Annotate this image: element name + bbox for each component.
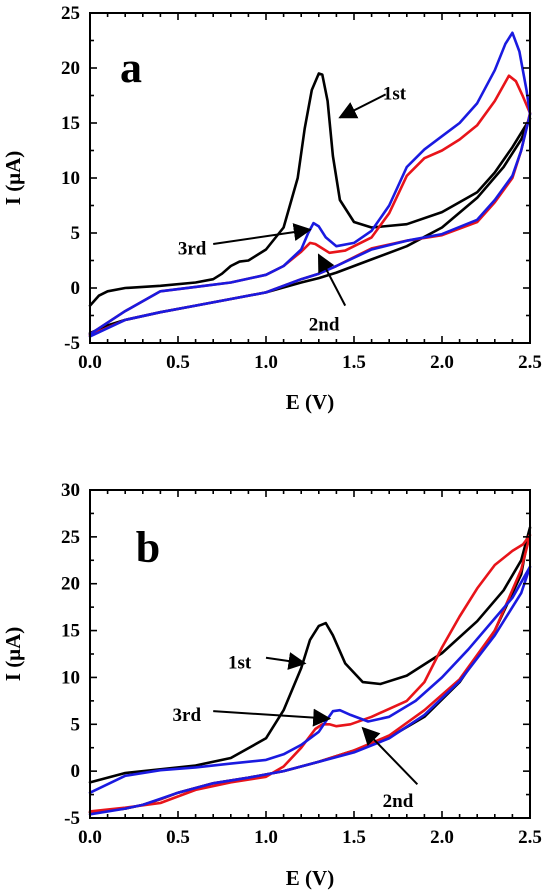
y-tick-label: -5 (64, 808, 80, 829)
y-tick-label: 10 (61, 168, 80, 189)
annotation-label-1st: 1st (383, 83, 407, 104)
y-tick-label: 25 (61, 527, 80, 548)
annotation-label-3rd: 3rd (173, 705, 202, 726)
y-tick-label: 25 (61, 3, 80, 24)
y-tick-label: -5 (64, 333, 80, 354)
annotation-label-2nd: 2nd (383, 791, 414, 812)
x-tick-label: 1.5 (342, 827, 366, 848)
chart-panel-a: 0.0 0.5 1.0 1.5 2.0 2.5 -5 0 5 10 15 20 25 E (V) I (μA… (1, 3, 542, 414)
y-tick-label: 5 (71, 714, 81, 735)
series-line-1 (88, 72, 532, 335)
y-tick-label: 20 (61, 58, 80, 79)
x-axis-title: E (V) (286, 866, 334, 890)
y-tick-label: 0 (71, 278, 81, 299)
x-tick-label: 2.5 (518, 352, 542, 373)
x-tick-label: 2.0 (430, 827, 454, 848)
panel-label: b (136, 523, 160, 572)
x-tick-label: 1.5 (342, 352, 366, 373)
y-axis-title: I (μA) (1, 151, 25, 205)
x-tick-label: 2.5 (518, 827, 542, 848)
panel-label: a (120, 43, 142, 92)
x-tick-label: 0.0 (78, 352, 102, 373)
y-tick-label: 30 (61, 480, 80, 501)
annotation-arrow-1st (338, 93, 387, 119)
y-tick-label: 15 (61, 621, 80, 642)
series-line-2 (88, 74, 532, 337)
y-tick-label: 20 (61, 574, 80, 595)
annotation-label-1st: 1st (228, 652, 252, 673)
x-tick-label: 0.0 (78, 827, 102, 848)
x-tick-label: 2.0 (430, 352, 454, 373)
annotation-arrow-2nd (317, 253, 347, 307)
x-tick-label: 0.5 (166, 827, 190, 848)
annotation-label-3rd: 3rd (178, 238, 207, 259)
annotation-label-2nd: 2nd (309, 314, 340, 335)
annotation-arrow-2nd (361, 726, 419, 785)
chart-panel-b: 0.0 0.5 1.0 1.5 2.0 2.5 -5 0 5 10 15 20 25 30 E (V) I (… (1, 480, 542, 890)
x-tick-label: 0.5 (166, 352, 190, 373)
y-axis-title: I (μA) (1, 627, 25, 681)
annotation-arrow-3rd (213, 223, 312, 245)
annotation-arrow-1st (265, 652, 307, 670)
y-tick-label: 5 (71, 223, 81, 244)
y-tick-label: 10 (61, 667, 80, 688)
series-line-3 (88, 565, 532, 816)
x-tick-label: 1.0 (254, 352, 278, 373)
x-tick-label: 1.0 (254, 827, 278, 848)
x-axis-title: E (V) (286, 390, 334, 414)
y-tick-label: 15 (61, 113, 80, 134)
y-tick-label: 0 (71, 761, 81, 782)
series-line-3 (88, 31, 532, 338)
annotation-arrow-3rd (213, 708, 332, 727)
